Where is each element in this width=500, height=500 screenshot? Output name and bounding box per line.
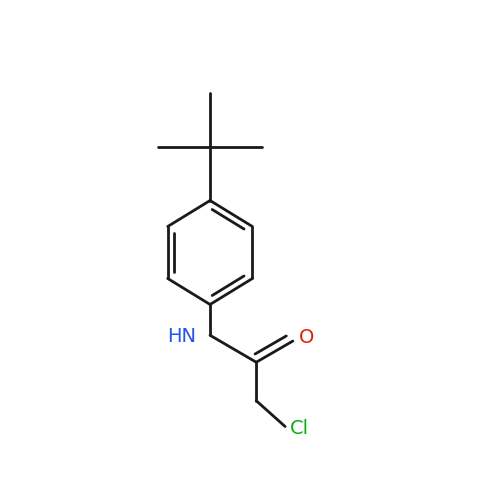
Text: HN: HN	[168, 326, 196, 345]
Text: O: O	[298, 328, 314, 347]
Text: Cl: Cl	[290, 420, 310, 438]
